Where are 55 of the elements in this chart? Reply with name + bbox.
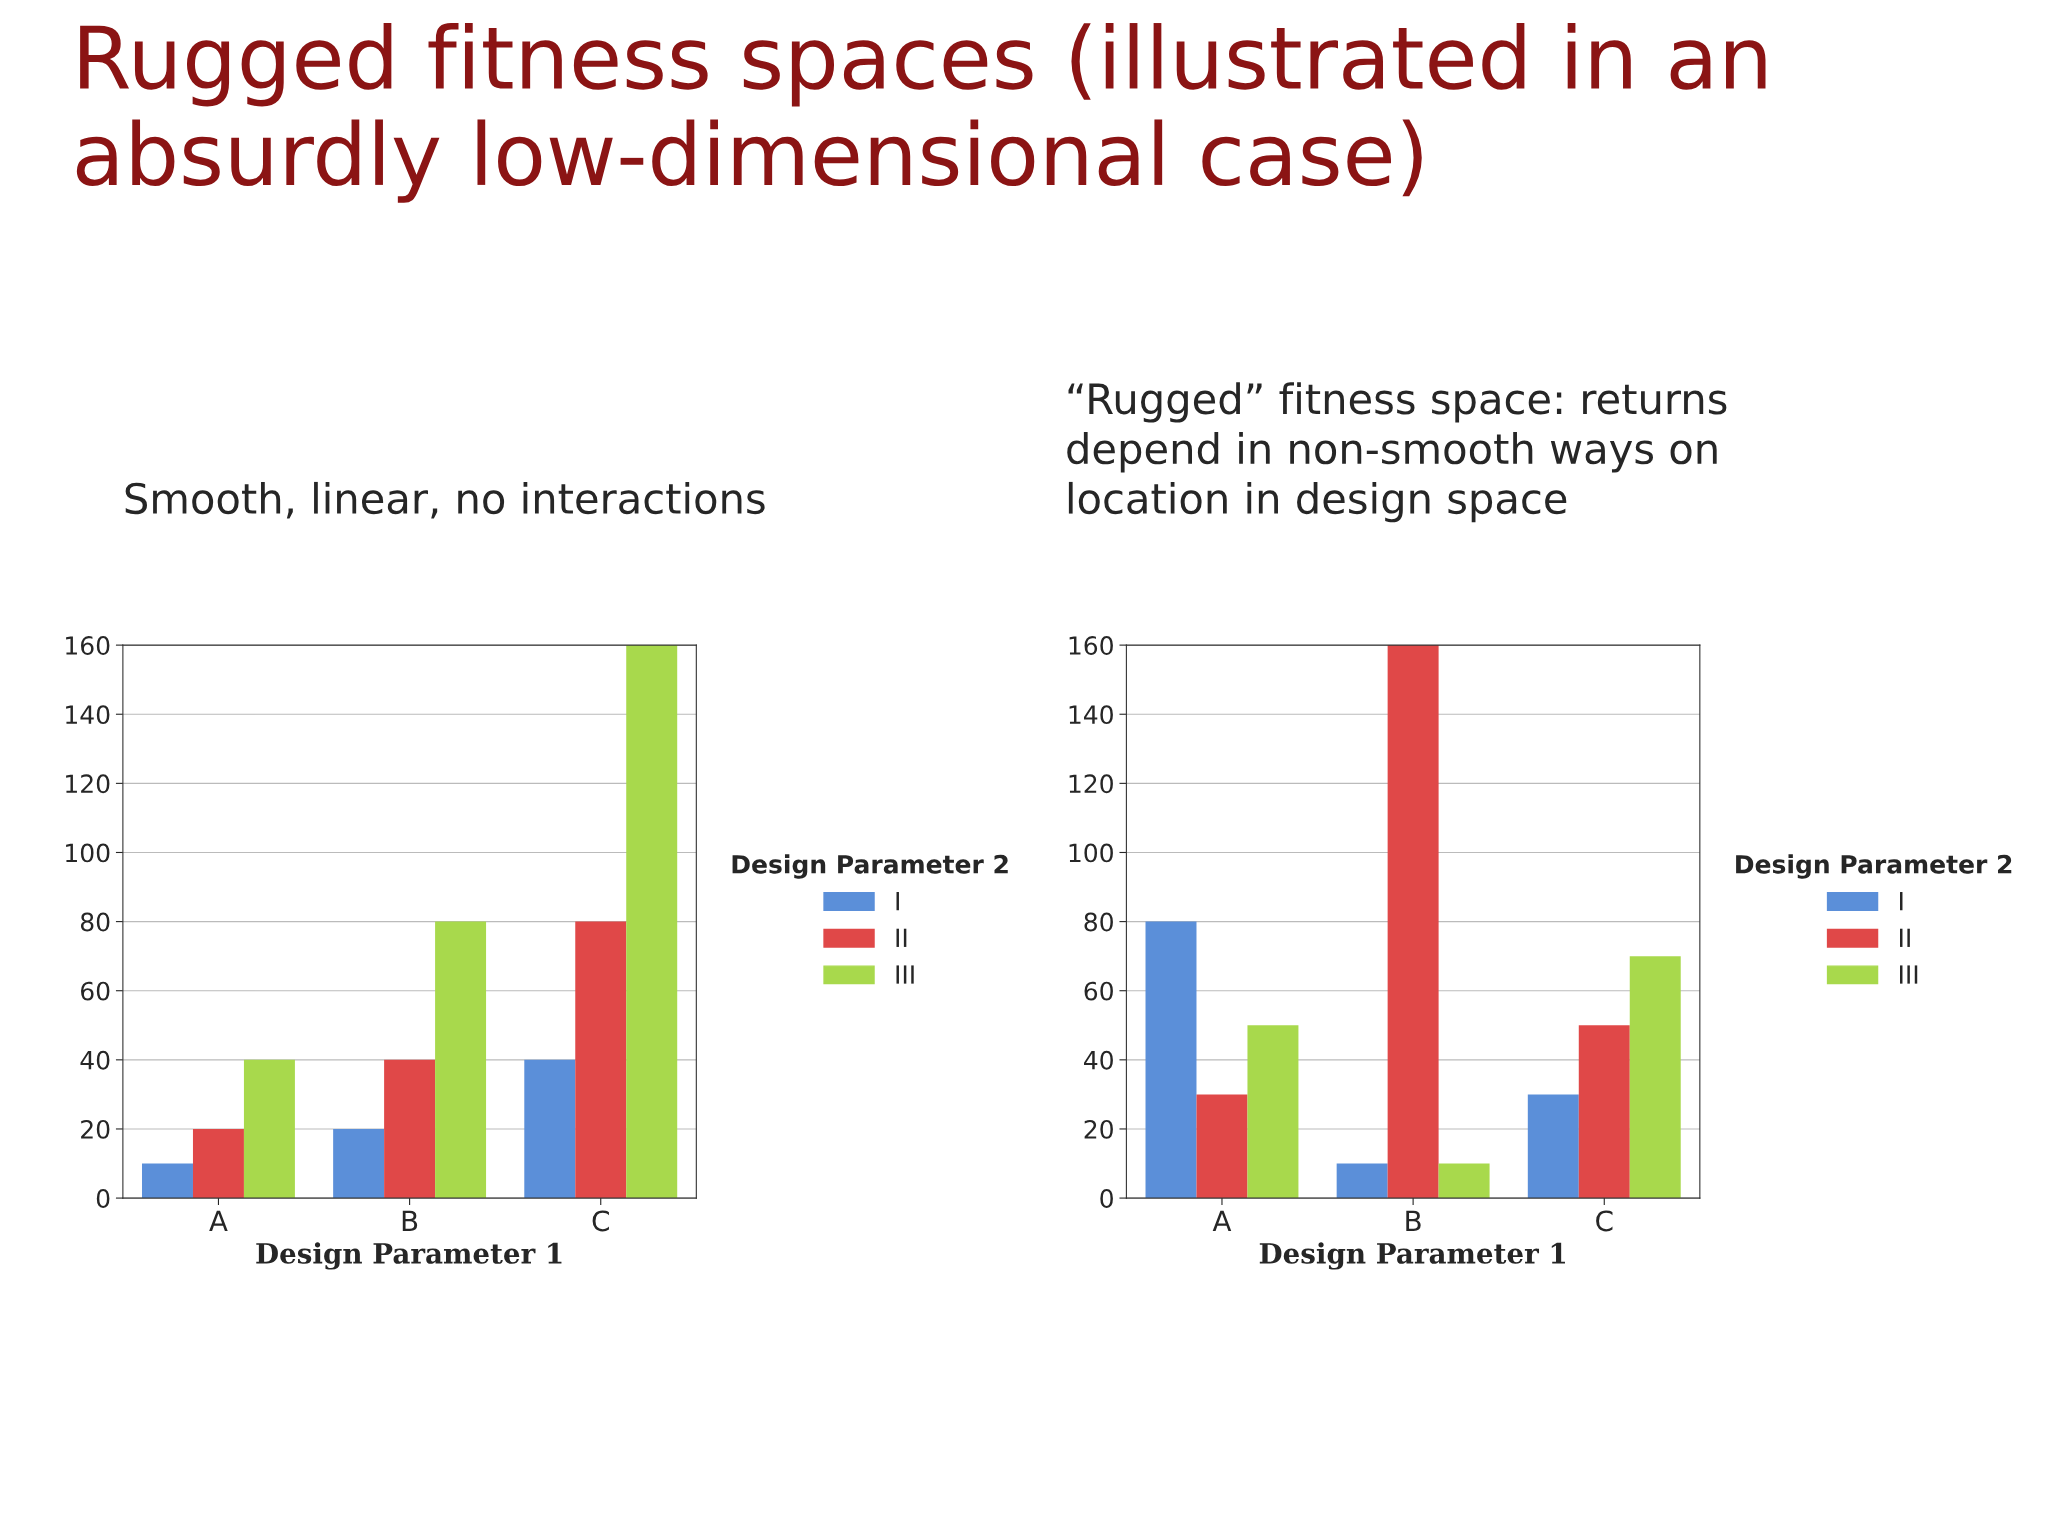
bar: [1578, 1025, 1630, 1199]
legend-title: Design Parameter 2: [1736, 854, 2012, 879]
y-tick-label: 40: [1084, 1050, 1113, 1070]
y-tick-label: 0: [96, 1189, 110, 1208]
legend-label: I: [896, 892, 899, 911]
y-tick-label: 140: [1069, 705, 1113, 725]
text: Rugged fitness spaces (illustrated in an absurdly low-dimensional case): [76, 23, 1766, 203]
legend-label: III: [1900, 965, 1918, 984]
bar: [243, 1059, 295, 1199]
y-tick-label: 80: [80, 912, 110, 932]
y-tick-label: 40: [80, 1050, 110, 1070]
bar: [333, 1128, 385, 1199]
y-tick-label: 60: [1084, 981, 1113, 1001]
x-tick-label: B: [402, 1210, 418, 1231]
bar: [141, 1163, 193, 1199]
x-tick-label: C: [1596, 1210, 1613, 1232]
y-tick-label: 100: [1069, 843, 1113, 863]
legend-label: II: [896, 928, 907, 947]
y-tick-label: 60: [81, 981, 110, 1001]
y-tick-label: 120: [1069, 774, 1113, 794]
bar: [384, 1059, 436, 1199]
y-tick-label: 140: [66, 705, 110, 725]
bar: [1438, 1163, 1490, 1199]
y-tick-label: 80: [1084, 912, 1113, 932]
legend-title: Design Parameter 2: [732, 854, 1008, 879]
x-tick-label: A: [209, 1210, 228, 1231]
bar: [1247, 1025, 1299, 1199]
chart-subtitle: Smooth, linear, no interactions: [125, 481, 765, 519]
bar: [1387, 645, 1439, 1199]
x-axis-title: Design Parameter 1: [1259, 1242, 1565, 1270]
bar: [192, 1128, 244, 1199]
y-tick-label: 20: [81, 1119, 110, 1139]
bar: [1527, 1094, 1579, 1199]
bar: [1145, 921, 1197, 1199]
y-tick-label: 0: [1100, 1189, 1113, 1208]
y-tick-label: 100: [66, 843, 110, 863]
y-tick-label: 120: [66, 774, 110, 794]
y-tick-label: 160: [1069, 636, 1113, 655]
y-tick-label: 160: [66, 636, 110, 655]
bar: [435, 921, 487, 1199]
x-tick-label: C: [592, 1210, 609, 1232]
x-axis-title: Design Parameter 1: [256, 1242, 562, 1270]
bar: [1336, 1163, 1388, 1199]
bar: [1629, 956, 1681, 1199]
bar: [524, 1059, 576, 1199]
x-tick-label: A: [1212, 1210, 1232, 1231]
legend-label: II: [1900, 928, 1910, 947]
y-tick-label: 20: [1084, 1119, 1113, 1139]
chart-subtitle: “Rugged” fitness space: returns depend in non-smooth ways on location in design space: [1067, 382, 1727, 523]
legend-label: III: [896, 965, 914, 984]
bar: [626, 645, 678, 1199]
legend-label: I: [1900, 892, 1903, 911]
bar: [1196, 1094, 1248, 1199]
x-tick-label: B: [1406, 1210, 1421, 1231]
bar: [575, 921, 627, 1199]
